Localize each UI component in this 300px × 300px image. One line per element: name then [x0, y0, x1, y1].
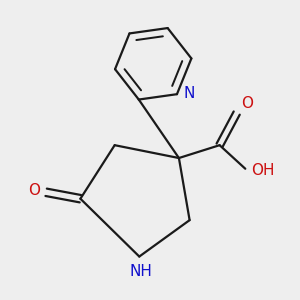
- Text: N: N: [183, 85, 195, 100]
- Text: NH: NH: [130, 264, 153, 279]
- Text: O: O: [28, 183, 40, 198]
- Text: O: O: [241, 96, 253, 111]
- Text: OH: OH: [250, 164, 274, 178]
